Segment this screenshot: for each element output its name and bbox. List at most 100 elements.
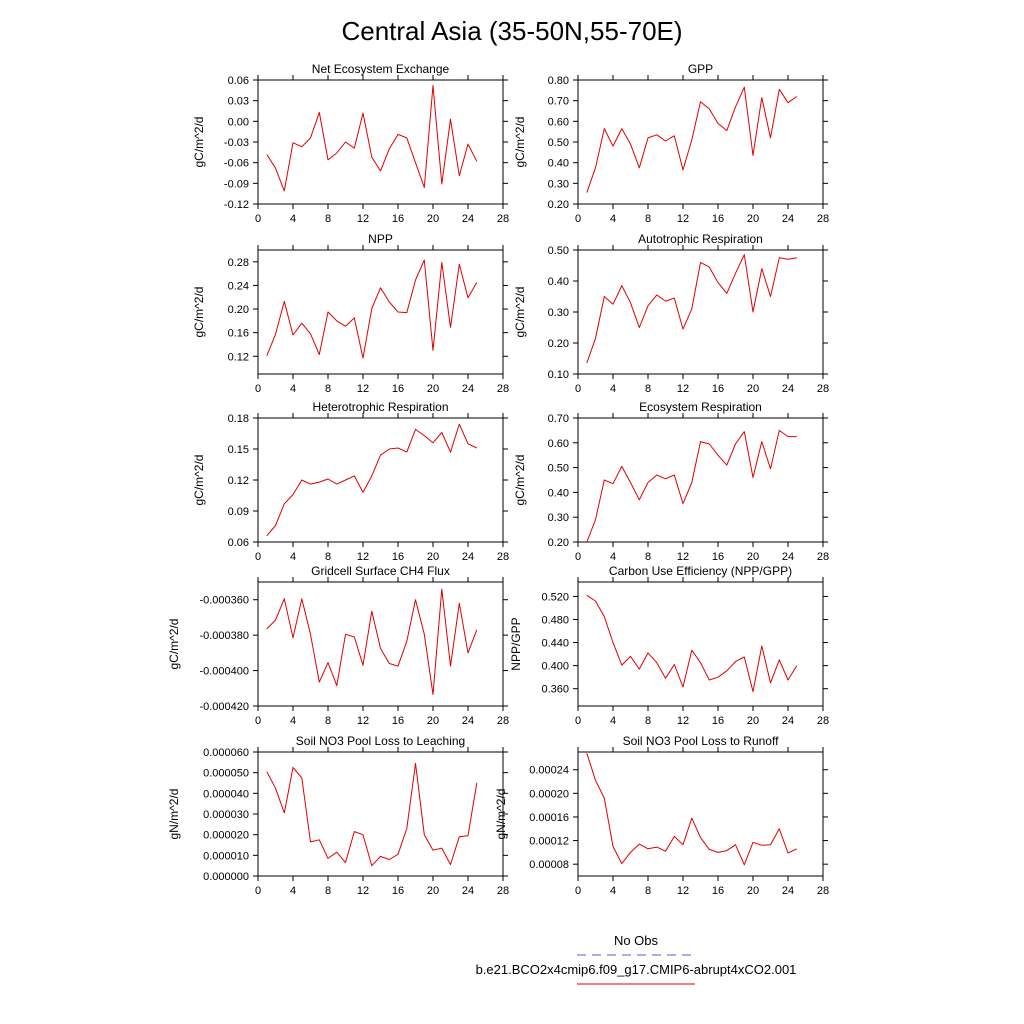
y-tick-label: -0.000420	[199, 701, 249, 713]
y-tick-label: 0.50	[548, 137, 569, 149]
panel-4: Autotrophic Respiration gC/m^2/d 0 4 8 12 16 20…	[513, 232, 829, 395]
series-line-1	[586, 86, 798, 193]
y-tick-label: 0.00024	[529, 765, 569, 777]
y-tick-label: 0.80	[548, 75, 569, 87]
y-tick-label: 0.000050	[203, 768, 249, 780]
x-tick-label: 20	[427, 715, 439, 727]
x-tick-label: 0	[575, 551, 581, 563]
x-tick-label: 4	[610, 383, 616, 395]
x-tick-label: 28	[817, 213, 829, 225]
y-axis-label: gC/m^2/d	[192, 287, 206, 338]
y-tick-label: -0.000360	[199, 595, 249, 607]
y-tick-label: 0.520	[541, 591, 569, 603]
x-tick-label: 0	[575, 715, 581, 727]
panel-1: Net Ecosystem Exchange gC/m^2/d 0 4 8 12 16 20 2…	[192, 62, 509, 225]
x-tick-label: 16	[712, 383, 724, 395]
y-axis-label: gC/m^2/d	[513, 455, 527, 506]
x-tick-label: 4	[290, 213, 296, 225]
y-tick-label: 0.30	[548, 178, 569, 190]
x-tick-label: 4	[290, 551, 296, 563]
series-line-1	[266, 423, 478, 537]
y-tick-label: -0.06	[224, 158, 249, 170]
y-tick-label: 0.00008	[529, 859, 569, 871]
x-tick-label: 12	[357, 383, 369, 395]
series-line-1	[266, 85, 478, 192]
panel-3: NPP gC/m^2/d 0 4 8 12 16 20 24 28 0.12 0.16 0.20 0.24…	[192, 232, 509, 395]
x-tick-label: 4	[610, 213, 616, 225]
y-tick-label: 0.60	[548, 438, 569, 450]
x-tick-label: 12	[357, 885, 369, 897]
y-tick-label: 0.12	[228, 351, 249, 363]
y-tick-label: 0.50	[548, 463, 569, 475]
y-tick-label: -0.12	[224, 199, 249, 211]
x-tick-label: 24	[462, 885, 474, 897]
x-tick-label: 24	[462, 715, 474, 727]
x-tick-label: 0	[575, 885, 581, 897]
y-tick-label: 0.18	[228, 413, 249, 425]
x-tick-label: 28	[817, 885, 829, 897]
x-tick-label: 8	[325, 383, 331, 395]
x-tick-label: 12	[357, 715, 369, 727]
x-tick-label: 24	[462, 213, 474, 225]
x-tick-label: 0	[255, 715, 261, 727]
y-axis-label: gC/m^2/d	[192, 455, 206, 506]
x-tick-label: 12	[677, 383, 689, 395]
y-tick-label: 0.30	[548, 512, 569, 524]
x-tick-label: 28	[817, 383, 829, 395]
panel-9: Soil NO3 Pool Loss to Leaching gN/m^2/d 0 4…	[167, 734, 509, 897]
legend-label-model: b.e21.BCO2x4cmip6.f09_g17.CMIP6-abrupt4x…	[476, 962, 797, 977]
panel-title: Net Ecosystem Exchange	[312, 62, 450, 76]
y-tick-label: 0.00	[228, 116, 249, 128]
y-tick-label: 0.70	[548, 413, 569, 425]
x-tick-label: 8	[645, 213, 651, 225]
y-tick-label: -0.000380	[199, 630, 249, 642]
x-tick-label: 24	[782, 885, 794, 897]
panel-2: GPP gC/m^2/d 0 4 8 12 16 20 24 28 0.20 0.30 0.40 0.50…	[513, 62, 829, 225]
x-tick-label: 28	[497, 213, 509, 225]
y-tick-label: 0.15	[228, 444, 249, 456]
y-tick-label: 0.09	[228, 506, 249, 518]
y-axis-label: gC/m^2/d	[167, 619, 181, 670]
x-tick-label: 8	[645, 715, 651, 727]
y-tick-label: -0.000400	[199, 666, 249, 678]
y-axis-label: gC/m^2/d	[513, 117, 527, 168]
x-tick-label: 8	[325, 885, 331, 897]
x-tick-label: 12	[357, 213, 369, 225]
panel-5: Heterotrophic Respiration gC/m^2/d 0 4 8 12 16…	[192, 400, 509, 563]
y-tick-label: 0.50	[548, 245, 569, 257]
y-axis-label: gC/m^2/d	[513, 287, 527, 338]
y-tick-label: 0.480	[541, 614, 569, 626]
x-tick-label: 24	[462, 551, 474, 563]
plot-frame	[577, 249, 824, 375]
x-tick-label: 0	[255, 551, 261, 563]
x-tick-label: 8	[325, 213, 331, 225]
x-tick-label: 8	[325, 551, 331, 563]
x-tick-label: 24	[782, 551, 794, 563]
y-axis-label: gN/m^2/d	[494, 789, 508, 840]
x-tick-label: 0	[575, 213, 581, 225]
x-tick-label: 4	[610, 715, 616, 727]
legend: No Obs b.e21.BCO2x4cmip6.f09_g17.CMIP6-a…	[476, 933, 797, 985]
x-tick-label: 28	[817, 551, 829, 563]
series-line-1	[586, 429, 797, 543]
x-tick-label: 16	[392, 213, 404, 225]
panel-title: Heterotrophic Respiration	[312, 400, 448, 414]
y-tick-label: 0.000020	[203, 830, 249, 842]
x-tick-label: 20	[427, 551, 439, 563]
series-line-1	[586, 753, 798, 866]
x-tick-label: 16	[712, 551, 724, 563]
y-tick-label: 0.000040	[203, 788, 249, 800]
y-tick-label: 0.400	[541, 661, 569, 673]
panel-6: Ecosystem Respiration gC/m^2/d 0 4 8 12 16 20 24…	[513, 400, 829, 563]
x-tick-label: 16	[712, 885, 724, 897]
x-tick-label: 8	[645, 885, 651, 897]
y-tick-label: 0.30	[548, 307, 569, 319]
plot-frame	[577, 581, 824, 707]
y-tick-label: 0.00012	[529, 836, 569, 848]
panel-title: NPP	[368, 232, 393, 246]
y-tick-label: 0.24	[228, 280, 249, 292]
y-tick-label: 0.28	[228, 257, 249, 269]
y-tick-label: -0.09	[224, 178, 249, 190]
series-line-1	[266, 762, 478, 867]
plot-frame	[577, 751, 824, 877]
